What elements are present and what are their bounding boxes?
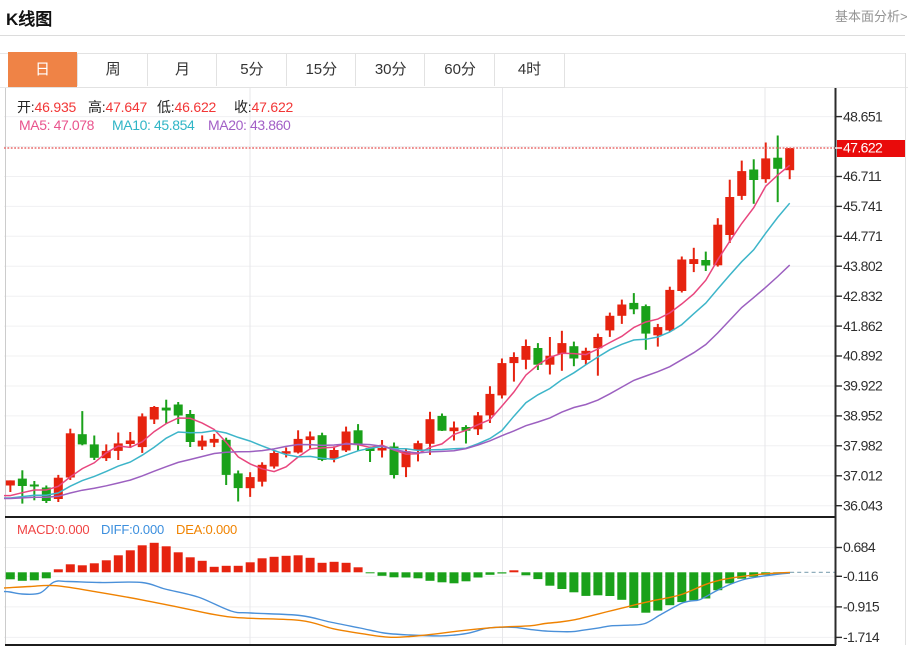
svg-text:-0.915: -0.915	[843, 599, 880, 615]
svg-text:-1.714: -1.714	[843, 629, 880, 645]
svg-text:45.741: 45.741	[843, 198, 883, 214]
svg-text:42.832: 42.832	[843, 288, 883, 304]
svg-text:37.982: 37.982	[843, 438, 883, 454]
svg-text:37.012: 37.012	[843, 468, 883, 484]
svg-text:38.952: 38.952	[843, 408, 883, 424]
svg-text:41.862: 41.862	[843, 318, 883, 334]
svg-text:47.622: 47.622	[843, 140, 883, 156]
svg-text:39.922: 39.922	[843, 378, 883, 394]
svg-text:0.684: 0.684	[843, 539, 876, 555]
svg-text:46.711: 46.711	[843, 168, 882, 184]
svg-text:44.771: 44.771	[843, 228, 883, 244]
svg-text:43.802: 43.802	[843, 258, 883, 274]
svg-text:36.043: 36.043	[843, 497, 883, 513]
svg-text:48.651: 48.651	[843, 108, 883, 124]
svg-text:40.892: 40.892	[843, 348, 883, 364]
svg-text:-0.116: -0.116	[843, 568, 879, 584]
